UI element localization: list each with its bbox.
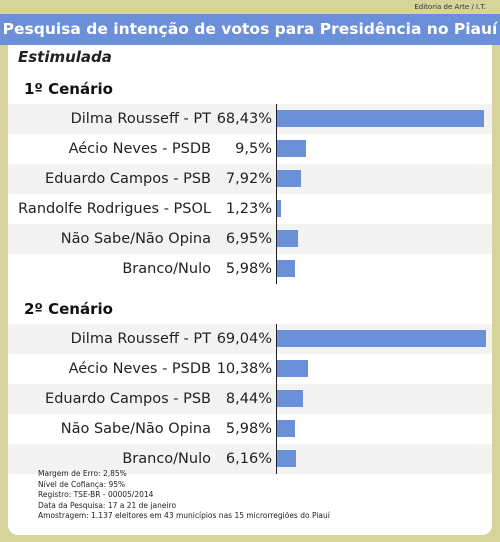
value-label: 1,23%	[225, 201, 272, 217]
value-label: 7,92%	[225, 171, 272, 187]
category-label: Aécio Neves - PSDB	[68, 141, 211, 157]
bar	[277, 420, 295, 437]
axis-line	[276, 104, 277, 284]
category-label: Aécio Neves - PSDB	[68, 361, 211, 377]
note-sample: Amostragem: 1.137 eleitores em 43 municí…	[38, 511, 330, 521]
bar	[277, 360, 308, 377]
bar-row: Dilma Rousseff - PT 68,43%	[8, 104, 492, 134]
credit-text: Editoria de Arte / I.T.	[414, 3, 486, 11]
value-label: 68,43%	[216, 111, 272, 127]
bar	[277, 140, 306, 157]
note-confidence-level: Nível de Cofiança: 95%	[38, 479, 126, 489]
chart-title: Pesquisa de intenção de votos para Presi…	[0, 14, 500, 45]
category-label: Dilma Rousseff - PT	[70, 111, 211, 127]
chart-subtitle: Estimulada	[18, 48, 112, 66]
value-label: 5,98%	[225, 261, 272, 277]
value-label: 8,44%	[225, 391, 272, 407]
category-label: Branco/Nulo	[122, 451, 211, 467]
bar	[277, 260, 295, 277]
category-label: Eduardo Campos - PSB	[45, 391, 211, 407]
bar	[277, 330, 486, 347]
value-label: 6,16%	[225, 451, 272, 467]
note-survey-date: Data da Pesquisa: 17 a 21 de janeiro	[38, 500, 177, 510]
bar-row: Aécio Neves - PSDB 10,38%	[8, 354, 492, 384]
note-registration: Registro: TSE-BR - 00005/2014	[38, 490, 154, 500]
category-label: Randolfe Rodrigues - PSOL	[18, 201, 211, 217]
bar	[277, 390, 303, 407]
bar-row: Eduardo Campos - PSB 7,92%	[8, 164, 492, 194]
bar-row: Branco/Nulo 5,98%	[8, 254, 492, 284]
methodology-notes: Margem de Erro: 2,85% Nível de Cofiança:…	[38, 469, 330, 522]
axis-line	[276, 324, 277, 474]
category-label: Não Sabe/Não Opina	[60, 231, 211, 247]
bar	[277, 170, 301, 187]
value-label: 69,04%	[216, 331, 272, 347]
bar-row: Aécio Neves - PSDB 9,5%	[8, 134, 492, 164]
category-label: Não Sabe/Não Opina	[60, 421, 211, 437]
bar	[277, 450, 296, 467]
value-label: 5,98%	[225, 421, 272, 437]
value-label: 6,95%	[225, 231, 272, 247]
note-margin-of-error: Margem de Erro: 2,85%	[38, 469, 127, 478]
value-label: 10,38%	[216, 361, 272, 377]
category-label: Eduardo Campos - PSB	[45, 171, 211, 187]
bar	[277, 230, 298, 247]
bar-row: Dilma Rousseff - PT 69,04%	[8, 324, 492, 354]
bar-row: Eduardo Campos - PSB 8,44%	[8, 384, 492, 414]
category-label: Dilma Rousseff - PT	[70, 331, 211, 347]
bar	[277, 110, 484, 127]
scenario-1-title: 1º Cenário	[24, 80, 113, 98]
chart-panel: Estimulada 1º Cenário Dilma Rousseff - P…	[8, 45, 492, 535]
bar-row: Não Sabe/Não Opina 5,98%	[8, 414, 492, 444]
category-label: Branco/Nulo	[122, 261, 211, 277]
bar-row: Randolfe Rodrigues - PSOL 1,23%	[8, 194, 492, 224]
value-label: 9,5%	[235, 141, 272, 157]
scenario-2-title: 2º Cenário	[24, 300, 113, 318]
bar-row: Não Sabe/Não Opina 6,95%	[8, 224, 492, 254]
bar	[277, 200, 281, 217]
bar-row: Branco/Nulo 6,16%	[8, 444, 492, 474]
